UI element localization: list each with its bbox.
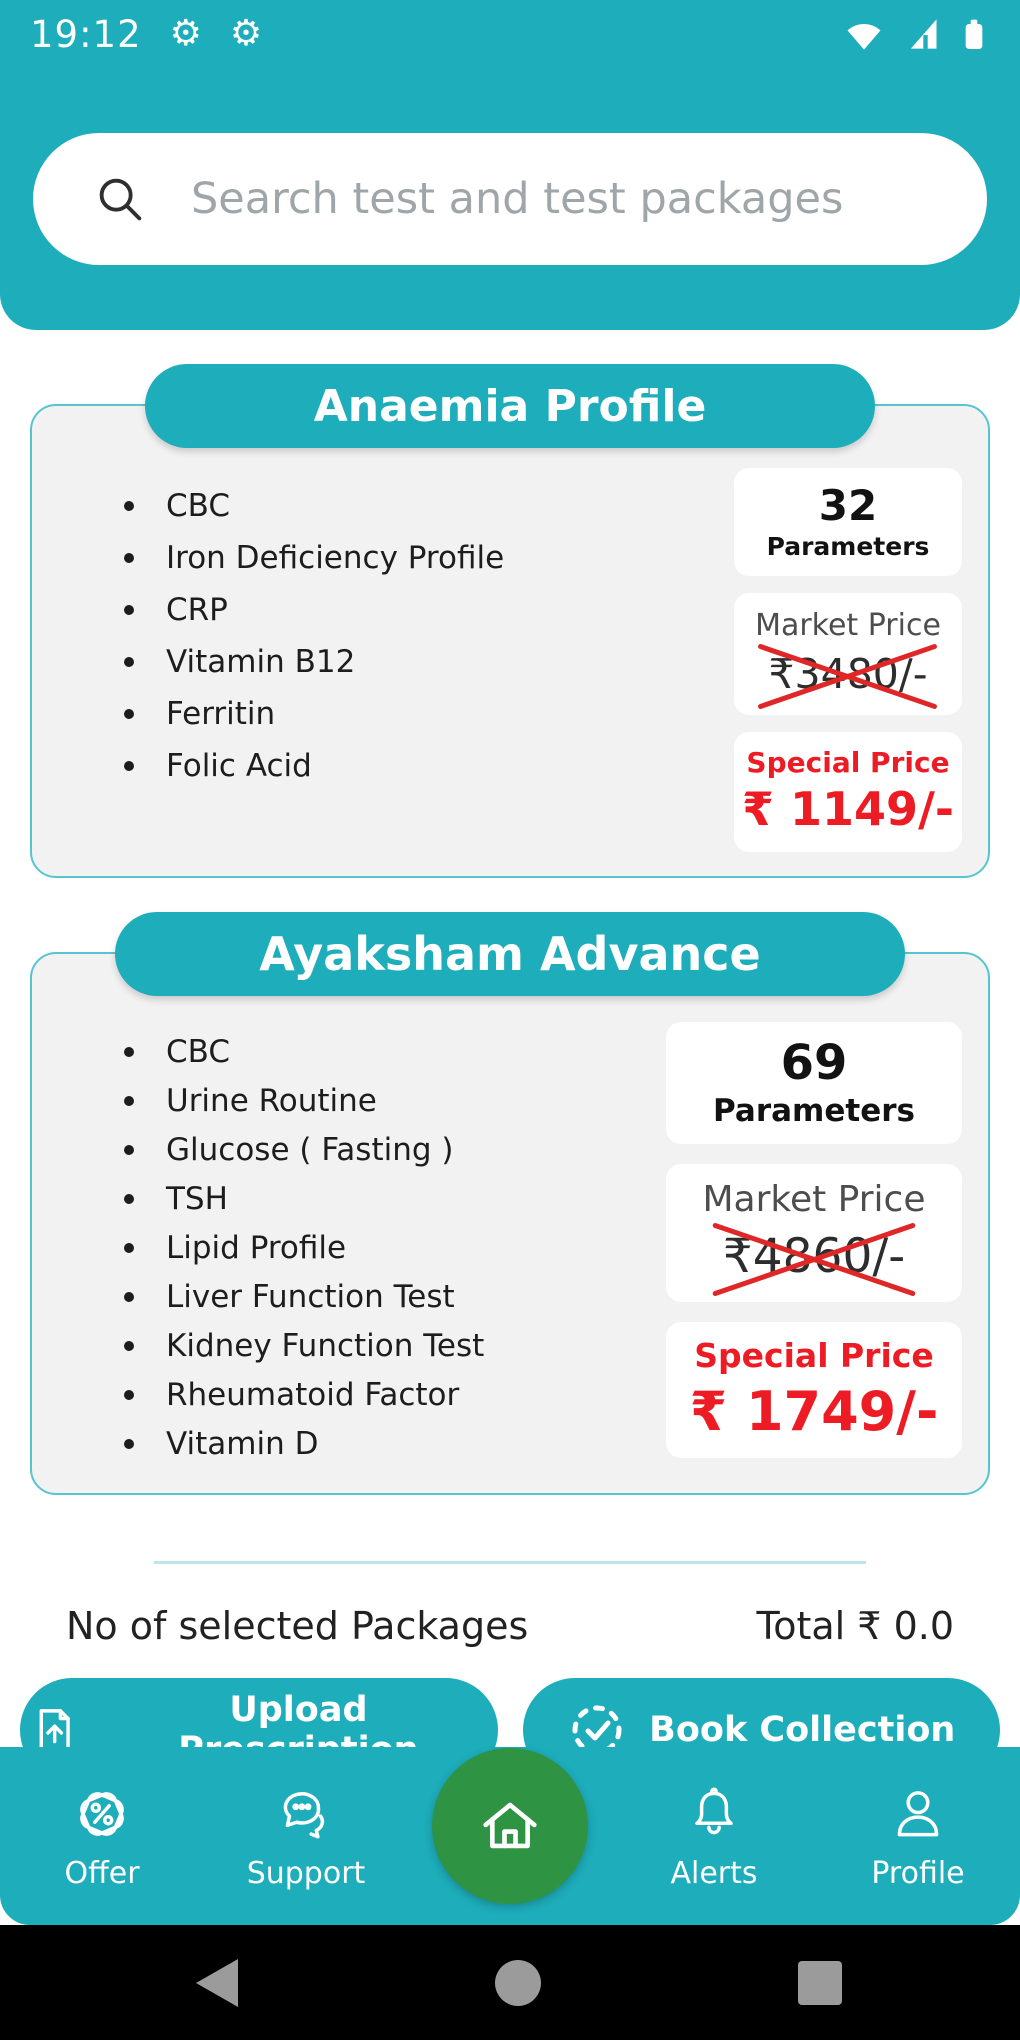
test-list-item: Vitamin D [124, 1420, 484, 1469]
upload-prescription-button[interactable]: Upload Prescription [20, 1677, 498, 1747]
summary-row: No of selected Packages Total ₹ 0.0 [66, 1604, 954, 1648]
selected-packages-label: No of selected Packages [66, 1603, 529, 1648]
bell-icon [695, 1787, 733, 1835]
package-title-pill: Anaemia Profile [145, 364, 875, 448]
wifi-icon [847, 24, 881, 50]
test-list-item: Iron Deficiency Profile [124, 532, 504, 584]
nav-label-alerts: Alerts [670, 1856, 758, 1891]
signal-icon [910, 19, 937, 49]
android-recents-button[interactable] [798, 1960, 842, 2005]
search-icon [99, 178, 142, 221]
nav-item-offer[interactable]: Offer [0, 1781, 204, 1891]
android-navigation-bar [0, 1925, 1020, 2040]
package-info-column: 69 Parameters Market Price ₹4860/- Speci… [666, 1021, 962, 1459]
parameters-count: 69 [780, 1034, 848, 1091]
header: 19:12 ⚙ ⚙ [0, 0, 1020, 330]
nav-label-offer: Offer [64, 1856, 140, 1891]
market-price-box: Market Price ₹3480/- [734, 592, 962, 715]
nav-item-alerts[interactable]: Alerts [612, 1781, 816, 1891]
package-card-anaemia-profile[interactable]: Anaemia Profile CBC Iron Deficiency Profi… [0, 364, 1020, 878]
status-time: 19:12 [30, 12, 142, 56]
book-collection-label: Book Collection [649, 1709, 956, 1747]
test-list-item: Liver Function Test [124, 1273, 484, 1322]
divider [154, 1560, 866, 1564]
test-list-item: Glucose ( Fasting ) [124, 1126, 484, 1175]
special-price-label: Special Price [746, 745, 950, 779]
nav-label-profile: Profile [871, 1856, 965, 1891]
bottom-navigation: Offer Support [0, 1747, 1020, 1925]
upload-document-icon [39, 1708, 70, 1747]
test-list-item: Ferritin [124, 688, 504, 740]
test-list-item: CBC [124, 480, 504, 532]
search-bar[interactable] [33, 133, 987, 265]
upload-prescription-label: Upload Prescription [178, 1689, 418, 1747]
search-input[interactable] [189, 173, 947, 225]
nav-item-home-wrap [408, 1748, 612, 1904]
market-price-label: Market Price [755, 607, 941, 643]
test-list-item: Urine Routine [124, 1077, 484, 1126]
offer-badge-icon [80, 1792, 124, 1836]
action-buttons-row: Upload Prescription Book Collection [20, 1677, 1000, 1747]
total-amount: Total ₹ 0.0 [756, 1603, 954, 1648]
test-list-item: Rheumatoid Factor [124, 1371, 484, 1420]
parameters-box: 32 Parameters [734, 468, 962, 576]
content: Anaemia Profile CBC Iron Deficiency Profi… [0, 330, 1020, 1747]
android-home-button[interactable] [495, 1959, 541, 2006]
nav-item-support[interactable]: Support [204, 1781, 408, 1891]
package-card-body: CBC Urine Routine Glucose ( Fasting ) TSH Li… [30, 951, 990, 1495]
market-price-box: Market Price ₹4860/- [666, 1164, 962, 1302]
test-list-item: CBC [124, 1028, 484, 1077]
market-price-crossed: ₹3480/- [760, 647, 935, 702]
nav-label-support: Support [246, 1856, 366, 1891]
special-price-box: Special Price ₹ 1749/- [666, 1321, 962, 1459]
support-chat-icon [283, 1792, 325, 1839]
battery-icon [965, 19, 983, 49]
parameters-label: Parameters [766, 532, 930, 562]
package-info-column: 32 Parameters Market Price ₹3480/- Speci… [734, 468, 962, 852]
market-price-crossed: ₹4860/- [715, 1226, 913, 1289]
profile-person-icon [897, 1791, 939, 1837]
android-back-button[interactable] [196, 1958, 238, 2007]
gear-icon: ⚙ [229, 13, 263, 54]
test-list: CBC Urine Routine Glucose ( Fasting ) TSH Li… [124, 1028, 484, 1469]
test-list-item: Vitamin B12 [124, 636, 504, 688]
book-collection-button[interactable]: Book Collection [522, 1677, 1000, 1747]
test-list: CBC Iron Deficiency Profile CRP Vitamin B12… [124, 480, 504, 792]
test-list-item: CRP [124, 584, 504, 636]
package-card-body: CBC Iron Deficiency Profile CRP Vitamin B12… [30, 404, 990, 878]
parameters-label: Parameters [713, 1093, 915, 1130]
nav-home-button[interactable] [432, 1748, 588, 1904]
gear-icon: ⚙ [169, 13, 202, 54]
package-title-pill: Ayaksham Advance [115, 911, 905, 996]
status-right-icons [842, 12, 994, 56]
package-title: Anaemia Profile [313, 380, 707, 432]
test-list-item: Folic Acid [124, 740, 504, 792]
special-price-value: ₹ 1149/- [742, 782, 954, 837]
test-list-item: TSH [124, 1175, 484, 1224]
package-title: Ayaksham Advance [259, 926, 761, 981]
special-price-label: Special Price [694, 1335, 934, 1375]
check-circle-icon [572, 1705, 622, 1747]
market-price-label: Market Price [702, 1179, 926, 1221]
test-list-item: Kidney Function Test [124, 1322, 484, 1371]
parameters-box: 69 Parameters [666, 1021, 962, 1145]
test-list-item: Lipid Profile [124, 1224, 484, 1273]
nav-item-profile[interactable]: Profile [816, 1781, 1020, 1891]
special-price-box: Special Price ₹ 1149/- [734, 731, 962, 852]
parameters-count: 32 [818, 481, 878, 530]
status-bar: 19:12 ⚙ ⚙ [0, 0, 1020, 56]
home-icon [483, 1802, 537, 1849]
special-price-value: ₹ 1749/- [689, 1379, 939, 1443]
package-card-ayaksham-advance[interactable]: Ayaksham Advance CBC Urine Routine Glucose… [0, 911, 1020, 1495]
